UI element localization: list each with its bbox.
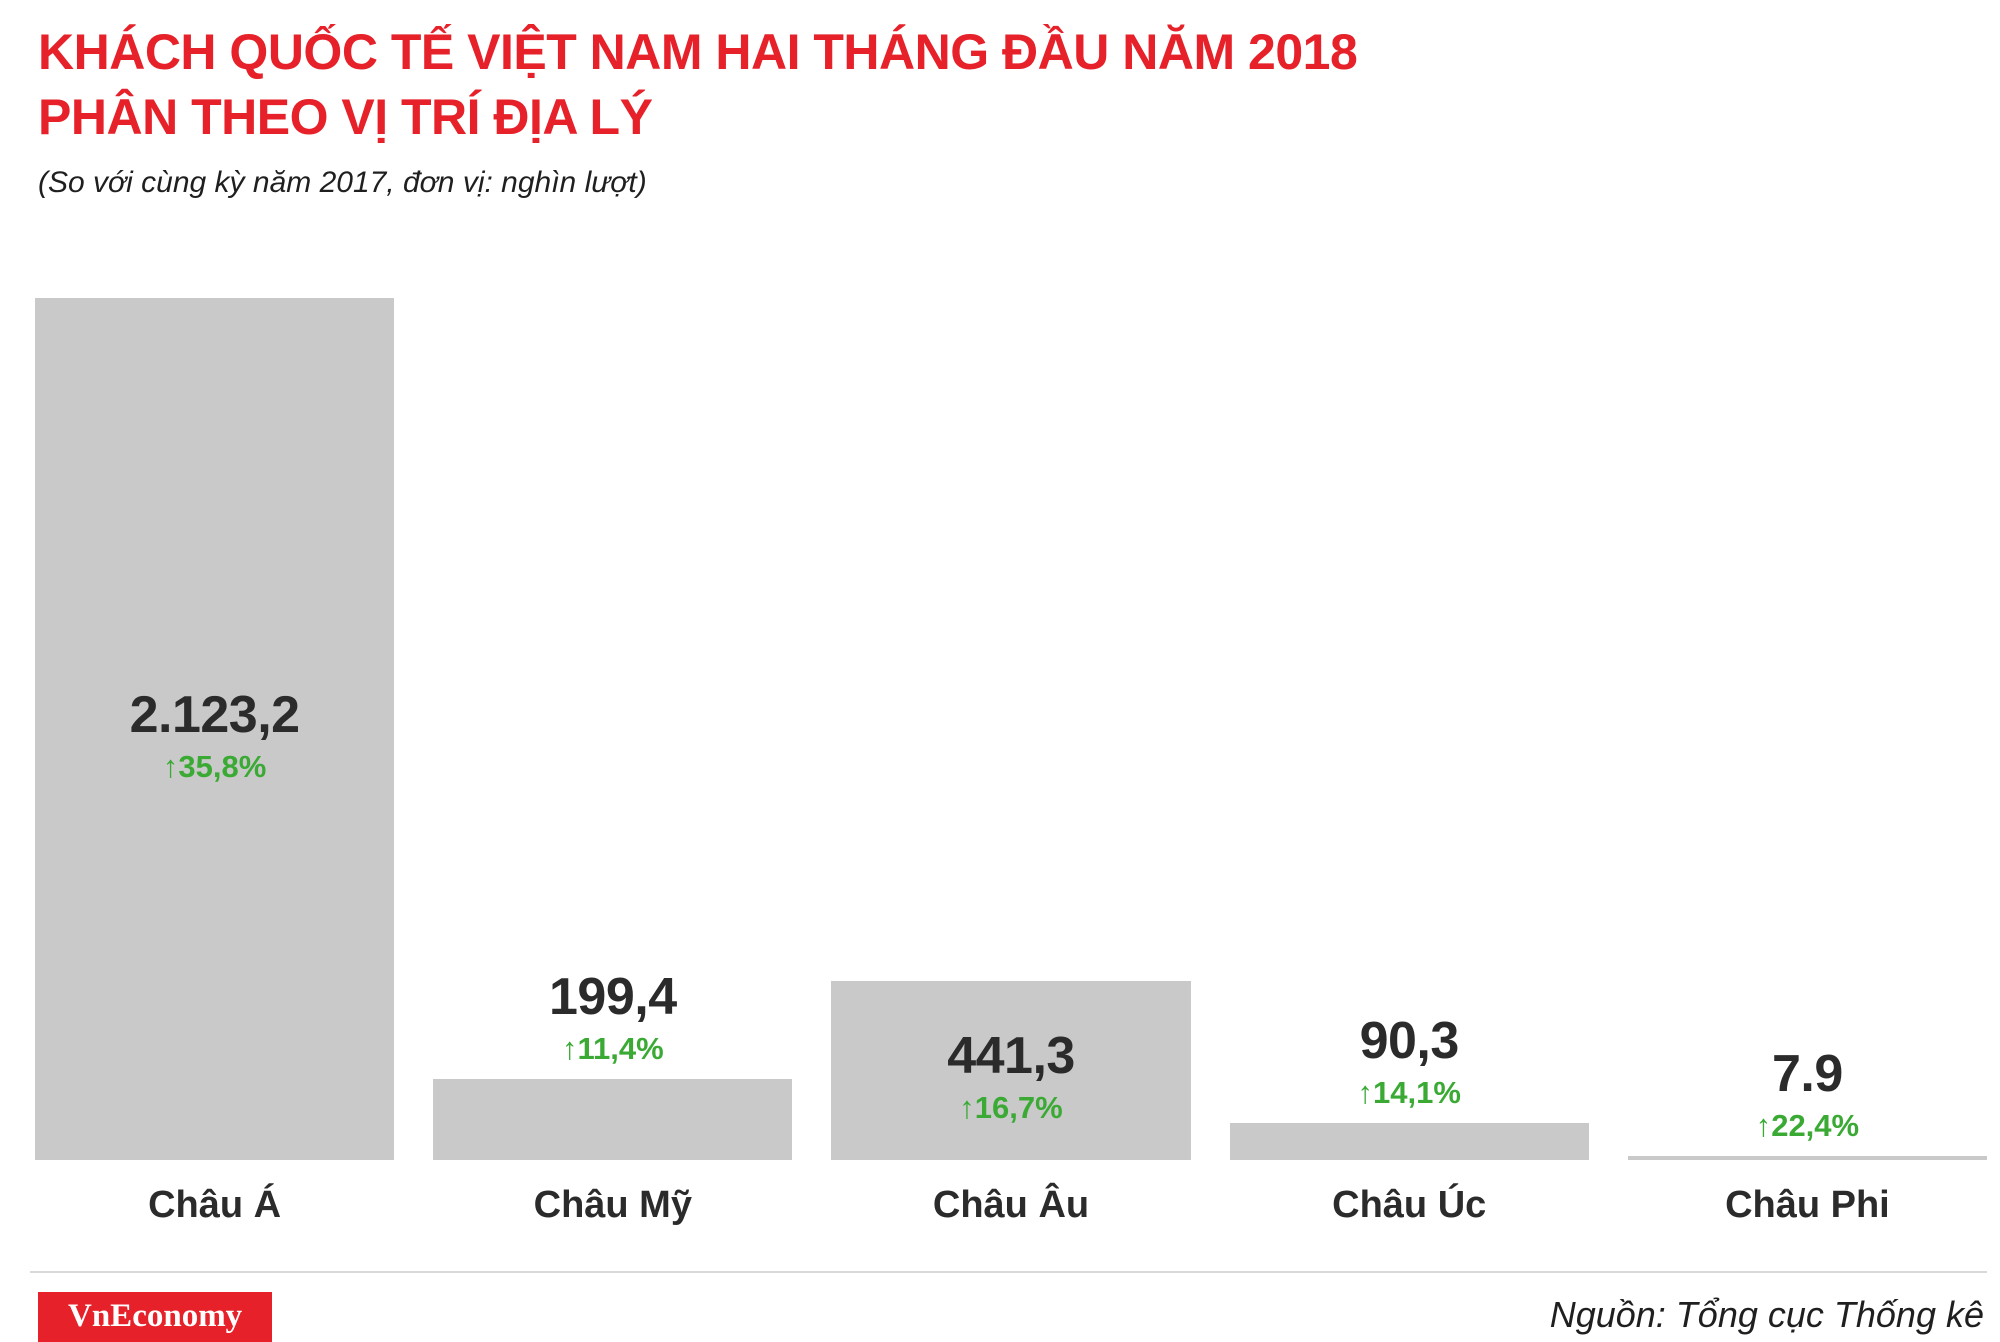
up-arrow-icon: ↑	[162, 749, 179, 785]
chart-header: KHÁCH QUỐC TẾ VIỆT NAM HAI THÁNG ĐẦU NĂM…	[38, 20, 1938, 200]
bar-change-percent: 16,7%	[974, 1090, 1063, 1126]
up-arrow-icon: ↑	[1357, 1075, 1374, 1111]
bar-change-label: ↑16,7%	[811, 1090, 1210, 1126]
bar-change-percent: 11,4%	[577, 1031, 664, 1067]
category-axis: Châu Á Châu Mỹ Châu Âu Châu Úc Châu Phi	[35, 1184, 1987, 1227]
bar-chau-a	[35, 298, 395, 1160]
bar-change-percent: 35,8%	[178, 749, 267, 785]
bar-labels-chau-uc: 90,3 ↑14,1%	[1210, 1012, 1609, 1111]
chart-title-line1: KHÁCH QUỐC TẾ VIỆT NAM HAI THÁNG ĐẦU NĂM…	[38, 24, 1358, 80]
bar-labels-chau-a: 2.123,2 ↑35,8%	[15, 686, 414, 785]
bar-value-label: 90,3	[1359, 1012, 1460, 1071]
bar-group-chau-phi: 7.9 ↑22,4%	[1627, 298, 1988, 1160]
bar-chau-au	[831, 981, 1191, 1160]
up-arrow-icon: ↑	[1755, 1108, 1772, 1144]
category-label-chau-au: Châu Âu	[932, 1184, 1090, 1226]
bar-change-label: ↑11,4%	[413, 1031, 812, 1067]
bar-value-label: 2.123,2	[129, 686, 301, 745]
bar-change-label: ↑14,1%	[1210, 1075, 1609, 1111]
bar-change-label: ↑35,8%	[15, 749, 414, 785]
bar-chart: 2.123,2 ↑35,8% 199,4 ↑11,4% 441,3 ↑16,7%…	[35, 298, 1988, 1160]
source-credit: Nguồn: Tổng cục Thống kê	[1549, 1294, 1984, 1335]
bar-value-label: 199,4	[548, 968, 677, 1027]
bar-group-chau-my: 199,4 ↑11,4%	[433, 298, 793, 1160]
category-label-chau-my: Châu Mỹ	[533, 1184, 692, 1226]
vneconomy-logo: VnEconomy	[38, 1292, 273, 1342]
footer-divider	[30, 1271, 1987, 1273]
bar-change-percent: 22,4%	[1771, 1108, 1860, 1144]
bar-group-chau-uc: 90,3 ↑14,1%	[1229, 298, 1589, 1160]
bar-chau-phi	[1627, 1156, 1988, 1160]
category-label-chau-a: Châu Á	[148, 1184, 282, 1226]
bar-group-chau-a: 2.123,2 ↑35,8%	[35, 298, 395, 1160]
bar-chau-uc	[1229, 1123, 1589, 1160]
bar-group-chau-au: 441,3 ↑16,7%	[831, 298, 1191, 1160]
chart-title-line2: PHÂN THEO VỊ TRÍ ĐỊA LÝ	[38, 89, 653, 145]
chart-title: KHÁCH QUỐC TẾ VIỆT NAM HAI THÁNG ĐẦU NĂM…	[38, 20, 1938, 150]
up-arrow-icon: ↑	[959, 1090, 975, 1126]
bar-labels-chau-au: 441,3 ↑16,7%	[811, 1027, 1210, 1126]
bar-change-percent: 14,1%	[1373, 1075, 1461, 1111]
bar-chau-my	[433, 1079, 793, 1160]
bar-labels-chau-phi: 7.9 ↑22,4%	[1608, 1045, 2000, 1144]
bar-value-label: 7.9	[1772, 1045, 1843, 1104]
bar-value-label: 441,3	[947, 1027, 1075, 1086]
up-arrow-icon: ↑	[561, 1031, 578, 1067]
category-label-chau-phi: Châu Phi	[1725, 1184, 1890, 1226]
chart-subtitle: (So với cùng kỳ năm 2017, đơn vị: nghìn …	[38, 166, 647, 199]
bar-labels-chau-my: 199,4 ↑11,4%	[413, 968, 812, 1067]
category-label-chau-uc: Châu Úc	[1332, 1184, 1487, 1226]
bar-change-label: ↑22,4%	[1608, 1108, 2000, 1144]
